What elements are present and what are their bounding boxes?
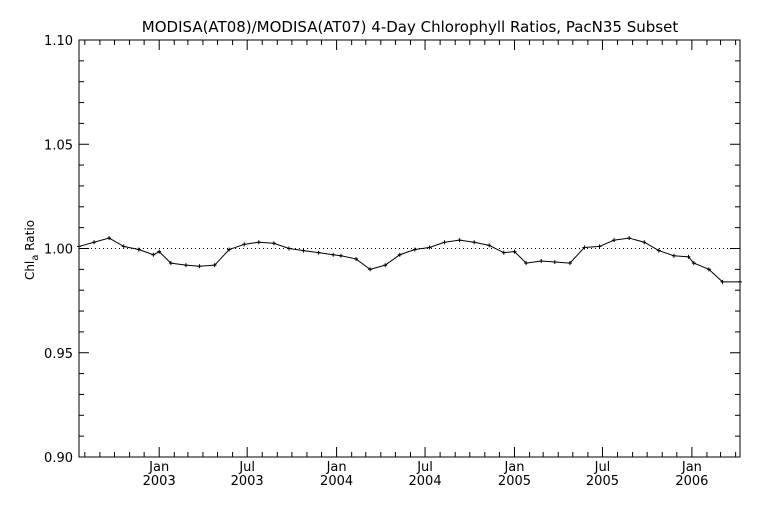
data-point [368, 267, 373, 272]
plot-frame [78, 39, 741, 458]
data-point [457, 238, 462, 243]
x-tick-year-label: 2004 [320, 474, 353, 489]
data-point [197, 264, 202, 269]
y-axis-label-subscript: a [30, 255, 41, 261]
x-tick-year-label: 2005 [586, 474, 619, 489]
data-point [720, 279, 725, 284]
data-point [301, 248, 306, 253]
data-point [656, 248, 661, 253]
data-point [597, 244, 602, 249]
y-tick-label: 1.00 [44, 243, 73, 258]
data-point [582, 245, 587, 250]
series-line [78, 237, 740, 283]
data-point [121, 244, 126, 249]
data-point [157, 249, 162, 254]
svg-text:Chla Ratio: Chla Ratio [23, 220, 41, 280]
data-point [738, 279, 742, 284]
data-point [256, 240, 261, 245]
data-point [383, 263, 388, 268]
data-point [212, 263, 217, 268]
y-tick-label: 0.95 [44, 347, 73, 362]
data-point [539, 259, 544, 264]
data-point [412, 247, 417, 252]
x-tick-month-label: Jan [503, 460, 524, 475]
data-point [316, 250, 321, 255]
data-point [487, 243, 492, 248]
data-point [512, 249, 517, 254]
data-point [338, 253, 343, 258]
data-point [227, 247, 232, 252]
y-axis-label-rest: Ratio [23, 220, 37, 255]
series-markers [77, 236, 742, 284]
data-point [242, 242, 247, 247]
y-axis-label-main: Chl [23, 261, 37, 280]
data-point [472, 240, 477, 245]
data-point [331, 252, 336, 257]
data-point [183, 263, 188, 268]
data-point [92, 240, 97, 245]
data-point [168, 261, 173, 266]
y-tick-label: 1.10 [44, 34, 73, 49]
data-point [151, 252, 156, 257]
data-point [136, 247, 141, 252]
data-point [691, 261, 696, 266]
x-tick-year-label: 2003 [231, 474, 264, 489]
axis-tick-labels: 0.900.951.001.051.10Jan2003Jul2003Jan200… [44, 34, 708, 489]
x-tick-year-label: 2004 [409, 474, 442, 489]
data-point [686, 254, 691, 259]
x-tick-month-label: Jul [594, 460, 611, 475]
data-point [77, 244, 81, 249]
data-point [427, 245, 432, 250]
data-point [627, 236, 632, 241]
x-tick-year-label: 2005 [498, 474, 531, 489]
data-point [354, 256, 359, 261]
data-point [642, 240, 647, 245]
data-point [107, 236, 112, 241]
x-tick-year-label: 2003 [143, 474, 176, 489]
x-tick-month-label: Jul [238, 460, 255, 475]
data-point [706, 267, 711, 272]
data-point [567, 261, 572, 266]
data-point [286, 246, 291, 251]
y-tick-label: 1.05 [44, 138, 73, 153]
data-point [271, 241, 276, 246]
x-tick-year-label: 2006 [675, 474, 708, 489]
data-point [501, 250, 506, 255]
x-tick-month-label: Jul [416, 460, 433, 475]
chart-title: MODISA(AT08)/MODISA(AT07) 4-Day Chloroph… [142, 18, 679, 36]
data-point [442, 240, 447, 245]
data-point [612, 238, 617, 243]
axis-ticks [79, 39, 740, 458]
data-point [671, 253, 676, 258]
data-point [524, 261, 529, 266]
y-axis-label: Chla Ratio [23, 220, 41, 280]
x-tick-month-label: Jan [148, 460, 169, 475]
x-tick-month-label: Jan [681, 460, 702, 475]
data-point [397, 252, 402, 257]
y-tick-label: 0.90 [44, 451, 73, 466]
x-tick-month-label: Jan [326, 460, 347, 475]
data-point [552, 260, 557, 265]
